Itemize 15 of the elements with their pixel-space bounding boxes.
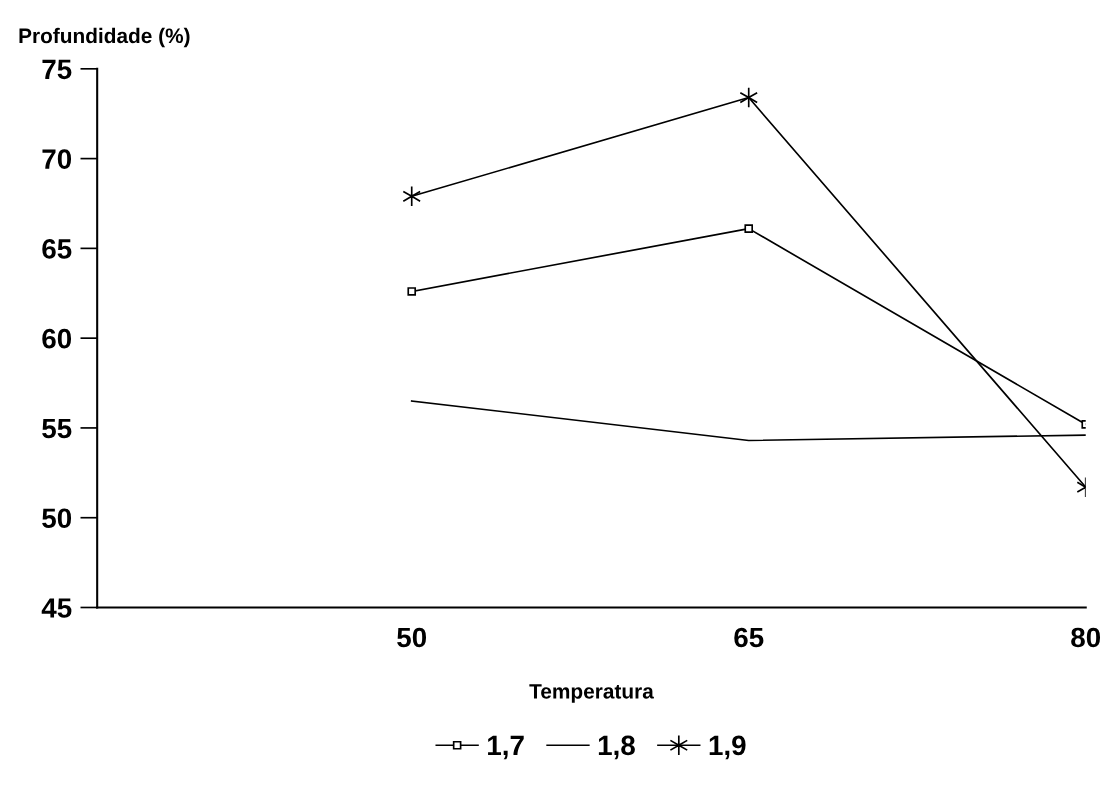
y-tick-label: 45 bbox=[41, 598, 72, 618]
x-axis-title: Temperatura bbox=[529, 684, 654, 703]
y-tick-label: 75 bbox=[42, 59, 72, 80]
legend-label: 1,8 bbox=[598, 735, 635, 760]
y-axis-title: Profundidade (%) bbox=[19, 27, 190, 48]
legend-label: 1,7 bbox=[488, 735, 524, 760]
y-tick-label: 65 bbox=[42, 239, 72, 259]
legend-label: 1,9 bbox=[709, 735, 746, 760]
y-tick-label: 70 bbox=[42, 149, 72, 169]
y-tick-label: 50 bbox=[42, 508, 72, 529]
x-tick-label: 80 bbox=[1071, 627, 1101, 648]
x-tick-label: 50 bbox=[397, 627, 427, 648]
x-tick-label: 65 bbox=[734, 627, 764, 648]
y-tick-label: 60 bbox=[42, 328, 72, 349]
y-tick-label: 55 bbox=[42, 418, 72, 439]
